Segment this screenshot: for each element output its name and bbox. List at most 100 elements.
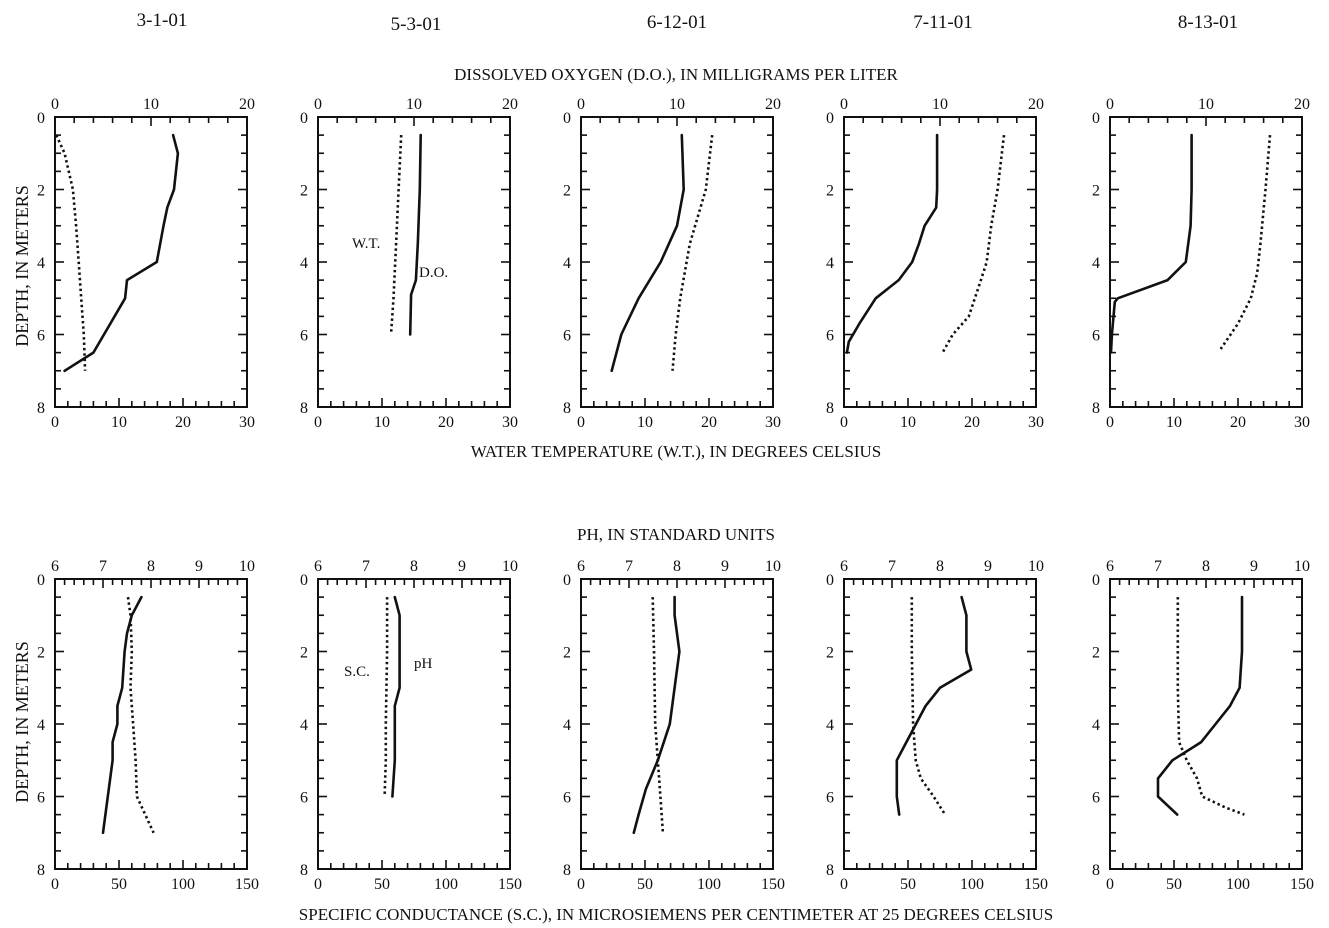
- bottom-axis-tick-label: 100: [697, 876, 721, 893]
- top-axis-tick-label: 9: [1250, 558, 1258, 575]
- bottom-axis-tick-label: 20: [964, 414, 980, 431]
- panel-top-5-3-01: 0 10 20 0 10 20 30 0 2 4 6 8: [300, 96, 518, 431]
- plot-frame: [317, 116, 511, 408]
- bottom-axis-tick-label: 0: [1106, 414, 1114, 431]
- series-line-wt: [671, 134, 714, 371]
- annotation-do: D.O.: [419, 265, 448, 281]
- depth-tick-label: 6: [300, 328, 308, 345]
- bottom-axis-tick-label: 10: [900, 414, 916, 431]
- top-row-bottom-axis-label: WATER TEMPERATURE (W.T.), IN DEGREES CEL…: [471, 442, 882, 461]
- depth-tick-label: 8: [826, 400, 834, 417]
- top-axis-tick-label: 20: [765, 96, 781, 113]
- depth-tick-label: 6: [300, 790, 308, 807]
- depth-tick-label: 8: [1092, 862, 1100, 879]
- depth-tick-label: 6: [826, 790, 834, 807]
- depth-tick-label: 4: [37, 255, 45, 272]
- depth-tick-label: 0: [826, 110, 834, 127]
- bottom-axis-tick-label: 30: [239, 414, 255, 431]
- depth-tick-label: 0: [1092, 572, 1100, 589]
- depth-tick-label: 2: [563, 645, 571, 662]
- bottom-axis-tick-label: 0: [577, 414, 585, 431]
- top-axis-tick-label: 10: [406, 96, 422, 113]
- top-axis-tick-label: 9: [721, 558, 729, 575]
- depth-tick-label: 2: [1092, 645, 1100, 662]
- top-axis-tick-label: 8: [410, 558, 418, 575]
- series-line-wt: [55, 134, 87, 371]
- top-axis-tick-label: 9: [458, 558, 466, 575]
- tick-marks: [54, 116, 248, 408]
- bottom-axis-tick-label: 150: [498, 876, 522, 893]
- top-axis-tick-label: 7: [362, 558, 370, 575]
- series-line-wt: [1219, 134, 1272, 350]
- top-axis-tick-label: 10: [1028, 558, 1044, 575]
- top-axis-tick-label: 0: [1106, 96, 1114, 113]
- date-header-6-12-01: 6-12-01: [647, 12, 707, 33]
- series-line-ph: [1156, 595, 1244, 816]
- top-axis-tick-label: 10: [502, 558, 518, 575]
- depth-tick-label: 4: [563, 717, 571, 734]
- top-axis-tick-label: 8: [936, 558, 944, 575]
- depth-tick-label: 8: [563, 862, 571, 879]
- tick-marks: [1109, 116, 1303, 408]
- series-line-sc: [651, 597, 665, 833]
- bottom-axis-tick-label: 0: [577, 876, 585, 893]
- series-line-do: [610, 133, 686, 373]
- top-axis-tick-label: 0: [314, 96, 322, 113]
- plot-frame: [1109, 116, 1303, 408]
- series-line-ph: [391, 595, 401, 798]
- top-axis-tick-label: 0: [577, 96, 585, 113]
- bottom-axis-tick-label: 10: [111, 414, 127, 431]
- annotation-wt: W.T.: [352, 236, 380, 252]
- depth-tick-label: 0: [37, 110, 45, 127]
- depth-tick-label: 0: [563, 110, 571, 127]
- tick-marks: [843, 578, 1037, 870]
- top-axis-tick-label: 8: [147, 558, 155, 575]
- bottom-axis-tick-label: 100: [171, 876, 195, 893]
- bottom-axis-tick-label: 150: [761, 876, 785, 893]
- top-axis-tick-label: 10: [765, 558, 781, 575]
- top-axis-tick-label: 20: [1028, 96, 1044, 113]
- depth-tick-label: 4: [300, 717, 308, 734]
- bottom-axis-tick-label: 10: [374, 414, 390, 431]
- series-line-sc: [383, 597, 389, 797]
- top-row-y-axis-label: DEPTH, IN METERS: [12, 185, 32, 347]
- depth-tick-label: 0: [826, 572, 834, 589]
- tick-marks: [843, 116, 1037, 408]
- top-axis-tick-label: 20: [1294, 96, 1310, 113]
- panel-top-3-1-01: 0 10 20 0 10 20 30 0 2 4 6 8: [37, 96, 255, 431]
- plot-frame: [1109, 578, 1303, 870]
- series-line-do: [408, 133, 423, 336]
- top-axis-tick-label: 10: [1294, 558, 1310, 575]
- annotation-ph: pH: [414, 656, 433, 672]
- date-header-7-11-01: 7-11-01: [913, 12, 972, 33]
- curve-annotations: W.T. D.O. S.C. pH: [344, 236, 448, 680]
- top-axis-tick-label: 10: [143, 96, 159, 113]
- depth-tick-label: 2: [826, 645, 834, 662]
- top-axis-tick-label: 10: [1198, 96, 1214, 113]
- depth-tick-label: 4: [300, 255, 308, 272]
- top-axis-tick-label: 6: [314, 558, 322, 575]
- depth-tick-label: 2: [37, 183, 45, 200]
- top-axis-tick-label: 0: [840, 96, 848, 113]
- bottom-row-title: PH, IN STANDARD UNITS: [577, 525, 775, 544]
- bottom-axis-tick-label: 0: [51, 414, 59, 431]
- bottom-axis-tick-label: 150: [1024, 876, 1048, 893]
- bottom-axis-tick-label: 20: [1230, 414, 1246, 431]
- bottom-axis-tick-label: 0: [840, 876, 848, 893]
- top-axis-tick-label: 6: [840, 558, 848, 575]
- bottom-axis-tick-label: 50: [111, 876, 127, 893]
- tick-marks: [580, 578, 774, 870]
- top-axis-tick-label: 7: [888, 558, 896, 575]
- depth-tick-label: 4: [563, 255, 571, 272]
- depth-tick-label: 2: [826, 183, 834, 200]
- depth-tick-label: 8: [563, 400, 571, 417]
- top-axis-tick-label: 20: [502, 96, 518, 113]
- bottom-axis-tick-label: 50: [900, 876, 916, 893]
- top-axis-tick-label: 10: [239, 558, 255, 575]
- depth-tick-label: 0: [37, 572, 45, 589]
- bottom-axis-tick-label: 30: [1294, 414, 1310, 431]
- bottom-axis-tick-label: 50: [374, 876, 390, 893]
- plot-frame: [54, 578, 248, 870]
